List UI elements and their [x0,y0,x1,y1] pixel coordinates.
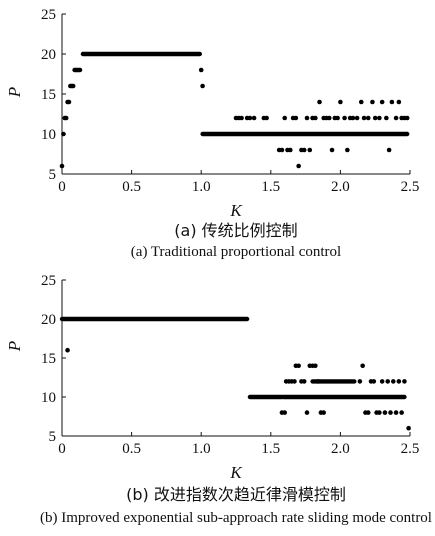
chart-a-x-tick-label: 1.0 [192,179,211,195]
chart-b-y-tick-label: 5 [49,429,57,445]
chart-a-point [70,83,76,89]
chart-b-x-tick-label: 2.5 [401,441,420,457]
chart-a-point [198,67,204,73]
chart-a-point [251,115,257,121]
chart-a-caption-cn: (a) 传统比例控制 [174,221,297,240]
chart-a-point [296,163,301,169]
chart-b-x-tick-label: 2.0 [331,441,350,457]
chart-a-point [365,115,371,121]
chart-b-x-tick-label: 0.5 [122,441,141,457]
chart-b-y-tick-label: 20 [41,312,56,328]
chart-a-point [239,115,244,121]
chart-a-point [396,99,402,105]
chart-a-point [329,147,335,153]
chart-b-point [393,410,399,415]
chart-a-point [301,147,307,153]
chart-b-y-tick-label: 15 [41,351,56,367]
chart-b-caption-cn: (b) 改进指数次趋近律滑模控制 [126,485,346,504]
chart-a-point [293,115,299,121]
chart-b: P K (b) 改进指数次趋近律滑模控制 (b) Improved expone… [5,273,432,526]
chart-b-ylabel: P [5,341,24,352]
chart-a-x-tick-label: 0.5 [122,179,141,195]
chart-b-point [388,410,393,415]
chart-a-point [379,99,385,105]
chart-a-point [370,99,375,105]
chart-b-caption-en: (b) Improved exponential sub-approach ra… [40,510,432,526]
chart-b-point [292,379,297,384]
chart-b-x-tick-label: 1.0 [192,441,211,457]
chart-b-x-tick-label: 0 [58,441,66,457]
chart-a-x-tick-label: 2.5 [401,179,420,195]
chart-a-y-tick-label: 15 [41,87,56,103]
chart-a-y-tick-label: 20 [41,47,56,63]
chart-b-point [396,379,402,384]
chart-a-x-tick-label: 0 [58,179,66,195]
chart-b-point [371,379,377,384]
chart-b-point [399,410,404,415]
chart-b-point [379,379,385,384]
chart-a-point [66,99,72,105]
chart-b-point [402,379,407,384]
chart-a-point [342,115,347,121]
chart-a-caption-en: (a) Traditional proportional control [131,244,341,260]
chart-b-point [313,363,318,369]
chart-a-point [377,115,382,121]
chart-a-point [282,115,288,121]
chart-a-point [307,147,313,153]
chart-a-point [317,99,322,105]
chart-b-point [360,363,365,369]
chart-a-point [59,163,65,169]
chart-a-point [313,115,318,121]
chart-a-point [279,147,285,153]
chart-a-point [338,99,343,105]
chart-a-point [386,147,392,153]
chart-b-point [406,425,411,431]
chart-a-point [404,115,410,121]
chart-a-point [326,115,332,121]
chart-b-point [382,410,388,415]
chart-b-point [282,410,288,415]
chart-a-point [384,115,389,121]
chart-a-point [335,115,340,121]
chart-b-point [315,379,321,384]
chart-b-point [65,347,70,353]
chart-a-point [354,115,360,121]
chart-a-y-tick-label: 10 [41,127,56,143]
chart-b-point [377,410,382,415]
chart-b-point [365,410,371,415]
chart-a-y-tick-label: 5 [49,167,57,183]
chart-a-point [247,115,253,121]
chart-a-point [61,131,66,137]
chart-a-point [287,147,293,153]
chart-b-y-tick-label: 25 [41,273,56,289]
chart-b-y-tick-label: 10 [41,390,56,406]
chart-b-point [296,363,301,369]
chart-a-x-tick-label: 1.5 [261,179,280,195]
chart-a-y-tick-label: 25 [41,7,56,23]
chart-a: P K (a) 传统比例控制 (a) Traditional proportio… [5,7,419,260]
chart-a-point [63,115,69,121]
chart-a-xlabel: K [229,201,243,220]
chart-a-point [393,115,399,121]
chart-b-point [390,379,396,384]
chart-b-point [357,379,363,384]
chart-a-point [345,147,350,153]
chart-a-point [372,115,378,121]
chart-b-x-tick-label: 1.5 [261,441,280,457]
chart-b-xlabel: K [229,463,243,482]
chart-b-point [304,410,310,415]
chart-b-point [321,410,326,415]
chart-b-point [301,379,307,384]
chart-a-x-tick-label: 2.0 [331,179,350,195]
chart-a-point [264,115,269,121]
chart-b-point [385,379,391,384]
chart-a-ylabel: P [5,87,24,98]
chart-a-point [361,115,367,121]
chart-a-point [200,83,205,89]
chart-a-point [389,99,395,105]
chart-a-point [304,115,310,121]
chart-a-point [350,115,356,121]
chart-a-point [358,99,364,105]
